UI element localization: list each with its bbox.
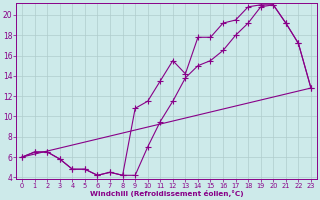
X-axis label: Windchill (Refroidissement éolien,°C): Windchill (Refroidissement éolien,°C) [90,190,244,197]
